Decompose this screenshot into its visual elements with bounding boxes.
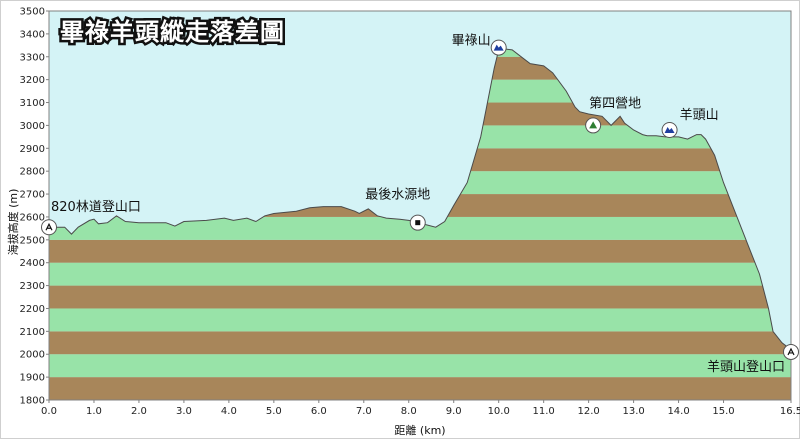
x-tick-label: 8.0 [401, 406, 417, 417]
waypoint-label: 最後水源地 [365, 188, 430, 203]
x-tick-label: 5.0 [266, 406, 282, 417]
x-tick-label: 1.0 [86, 406, 102, 417]
y-tick-label: 2500 [20, 235, 45, 246]
waypoint: 羊頭山登山口 [707, 343, 799, 375]
waypoint-label: 820林道登山口 [51, 200, 141, 215]
y-tick-label: 2600 [20, 212, 45, 223]
waypoint: 最後水源地 [365, 188, 430, 231]
x-axis-ticks: 0.0 1.0 2.0 3.0 4.0 5.0 6.0 7.0 8.0 9.0 10.0 11.0 12… [41, 400, 800, 417]
water-glyph [415, 220, 421, 226]
x-tick-label: 3.0 [176, 406, 192, 417]
mountain-glyph [664, 126, 675, 133]
y-tick-label: 1900 [20, 373, 45, 384]
x-tick-label: 15.0 [712, 406, 734, 417]
x-tick-label: 7.0 [356, 406, 372, 417]
y-tick-label: 1800 [20, 396, 45, 407]
y-tick-label: 3500 [20, 7, 45, 18]
y-tick-label: 3000 [20, 121, 45, 132]
waypoint-label: 羊頭山 [680, 107, 719, 123]
plot-border [48, 10, 792, 401]
elevation-band [49, 239, 791, 263]
y-axis-ticks: 1800 1900 2000 2100 2200 2300 2400 2500 2600 2700… [20, 7, 49, 407]
waypoint: 羊頭山 [661, 107, 719, 138]
y-tick-label: 2800 [20, 167, 45, 178]
trailhead-icon [41, 219, 57, 236]
y-tick-label: 3400 [20, 29, 45, 40]
elevation-band [49, 308, 791, 332]
x-tick-label: 12.0 [578, 406, 600, 417]
elevation-band [49, 377, 791, 400]
elevation-band [49, 285, 791, 309]
y-tick-label: 3200 [20, 75, 45, 86]
elevation-band [49, 354, 791, 378]
x-tick-label: 0.0 [41, 406, 57, 417]
x-tick-label: 13.0 [622, 406, 644, 417]
waypoint-label: 畢祿山 [452, 34, 491, 49]
y-tick-label: 2700 [20, 190, 45, 201]
x-axis-label: 距離 (km) [394, 423, 445, 437]
y-tick-label: 3100 [20, 98, 45, 109]
tent-glyph [589, 121, 598, 129]
y-tick-label: 2400 [20, 258, 45, 269]
y-axis-label: 海拔高度 (m) [6, 189, 20, 256]
waypoint: 第四營地 [585, 96, 641, 134]
x-tick-label: 9.0 [446, 406, 462, 417]
x-tick-label: 11.0 [533, 406, 555, 417]
hiker-glyph [45, 222, 53, 231]
trailhead-icon [783, 343, 799, 360]
y-tick-label: 2200 [20, 304, 45, 315]
hiker-glyph [787, 347, 795, 356]
x-tick-label: 4.0 [221, 406, 237, 417]
x-tick-label: 10.0 [488, 406, 510, 417]
y-tick-label: 2900 [20, 144, 45, 155]
chart-title: 畢祿羊頭縱走落差圖 [60, 18, 285, 46]
x-tick-label: 16.5 [780, 406, 800, 417]
mountain-glyph [493, 44, 504, 51]
x-tick-label: 6.0 [311, 406, 327, 417]
y-tick-label: 2300 [20, 281, 45, 292]
waypoint-label: 第四營地 [589, 96, 641, 111]
y-tick-label: 2100 [20, 327, 45, 338]
y-tick-label: 3300 [20, 52, 45, 63]
elevation-band [49, 331, 791, 355]
x-tick-label: 14.0 [667, 406, 689, 417]
waypoint-label: 羊頭山登山口 [707, 359, 785, 375]
x-tick-label: 2.0 [131, 406, 147, 417]
waypoint: 畢祿山 [452, 34, 507, 56]
terrain-profile-line [49, 48, 792, 351]
y-tick-label: 2000 [20, 350, 45, 361]
waypoint: 820林道登山口 [41, 200, 141, 236]
elevation-band [49, 262, 791, 286]
